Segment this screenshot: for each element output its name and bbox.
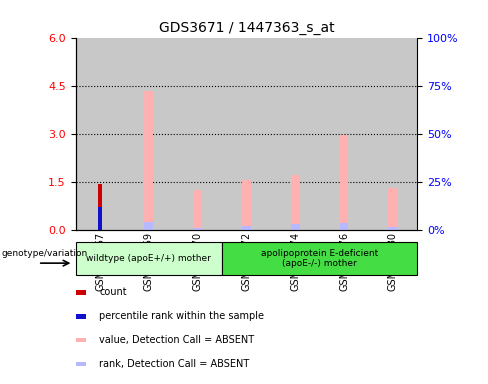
Bar bbox=[291, 175, 300, 230]
Bar bbox=[76, 362, 86, 366]
Bar bbox=[388, 227, 397, 230]
Text: count: count bbox=[99, 287, 127, 297]
Bar bbox=[242, 180, 251, 230]
Bar bbox=[173, 38, 222, 230]
Text: value, Detection Call = ABSENT: value, Detection Call = ABSENT bbox=[99, 335, 254, 345]
Bar bbox=[193, 190, 202, 230]
Bar bbox=[144, 91, 153, 230]
Text: wildtype (apoE+/+) mother: wildtype (apoE+/+) mother bbox=[86, 254, 211, 263]
Bar bbox=[368, 38, 417, 230]
Bar bbox=[271, 38, 320, 230]
Bar bbox=[340, 223, 348, 230]
Bar bbox=[388, 188, 397, 230]
Bar bbox=[76, 338, 86, 343]
Bar bbox=[76, 290, 86, 295]
Bar bbox=[291, 224, 300, 230]
Text: percentile rank within the sample: percentile rank within the sample bbox=[99, 311, 264, 321]
Bar bbox=[76, 314, 86, 318]
Bar bbox=[222, 38, 271, 230]
Bar bbox=[320, 38, 368, 230]
Text: genotype/variation: genotype/variation bbox=[1, 249, 88, 258]
Bar bbox=[144, 222, 153, 230]
Text: rank, Detection Call = ABSENT: rank, Detection Call = ABSENT bbox=[99, 359, 249, 369]
Bar bbox=[124, 38, 173, 230]
Bar bbox=[98, 184, 102, 230]
Title: GDS3671 / 1447363_s_at: GDS3671 / 1447363_s_at bbox=[159, 21, 334, 35]
FancyBboxPatch shape bbox=[76, 242, 222, 275]
Text: apolipoprotein E-deficient
(apoE-/-) mother: apolipoprotein E-deficient (apoE-/-) mot… bbox=[261, 248, 378, 268]
Bar bbox=[242, 225, 251, 230]
Bar bbox=[76, 38, 124, 230]
Bar bbox=[98, 207, 102, 230]
FancyBboxPatch shape bbox=[222, 242, 417, 275]
Bar bbox=[340, 135, 348, 230]
Bar bbox=[193, 228, 202, 230]
